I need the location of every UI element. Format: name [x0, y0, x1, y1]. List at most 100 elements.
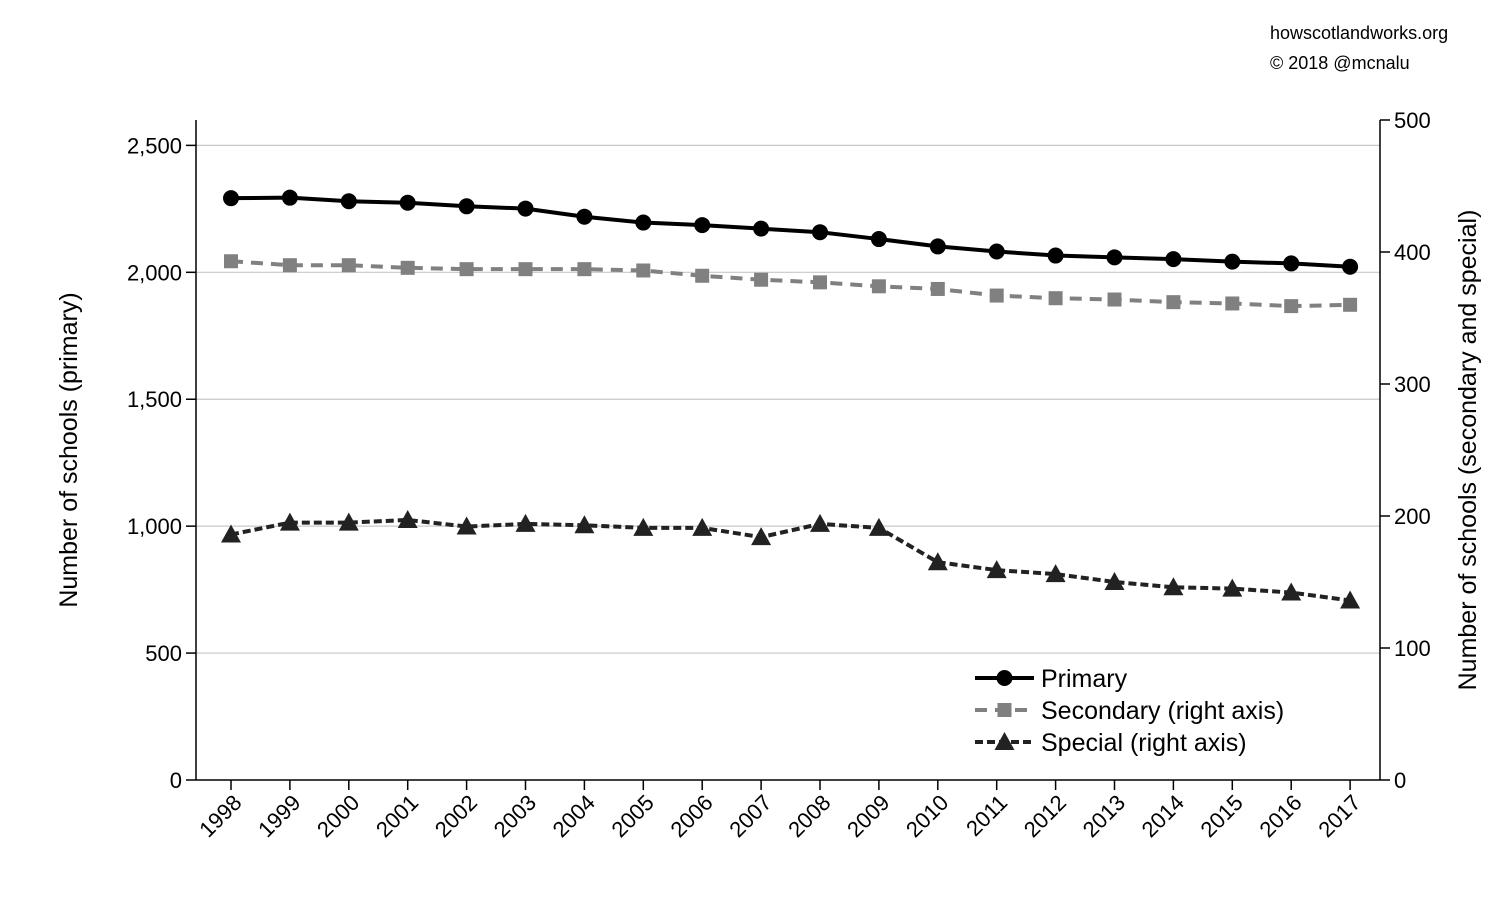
x-tick-label: 2004 [548, 790, 600, 842]
x-tick-label: 2003 [489, 790, 541, 842]
data-point [458, 198, 475, 215]
right-tick-label: 200 [1394, 504, 1431, 529]
x-tick-label: 2006 [665, 790, 717, 842]
series-triangle [221, 509, 1361, 609]
data-point [1163, 577, 1184, 596]
data-point [515, 513, 536, 532]
data-point [282, 258, 297, 273]
data-point [281, 189, 298, 206]
data-point [635, 214, 652, 231]
x-tick-label: 2011 [961, 790, 1012, 841]
legend-marker [997, 703, 1012, 717]
x-tick-label: 2005 [607, 790, 659, 842]
data-point [871, 279, 886, 294]
x-tick-label: 1999 [253, 790, 305, 842]
data-point [517, 200, 534, 217]
data-point [279, 512, 300, 531]
x-tick-label: 2015 [1196, 790, 1248, 842]
x-tick-label: 1998 [194, 790, 246, 842]
series-line [230, 517, 1351, 603]
data-point [338, 512, 359, 531]
x-tick-label: 2009 [842, 790, 894, 842]
right-axis-ticks: 0 100 200 300 400 500 [1380, 108, 1431, 793]
x-tick-label: 2002 [430, 790, 482, 842]
gridlines [196, 144, 1380, 654]
data-point [810, 513, 830, 532]
data-point [576, 208, 593, 225]
left-tick-label: 1,500 [127, 387, 182, 412]
x-tick-label: 2017 [1313, 790, 1365, 842]
data-point [1048, 291, 1063, 306]
data-point [927, 552, 948, 571]
legend-item: Special (right axis) [975, 729, 1247, 757]
x-tick-label: 2016 [1254, 790, 1306, 842]
right-tick-label: 300 [1394, 372, 1431, 397]
data-point [1224, 253, 1241, 270]
series-circle [223, 189, 1359, 275]
legend-marker [996, 670, 1013, 686]
right-axis-title: Number of schools (secondary and special… [1454, 210, 1482, 691]
data-point [223, 190, 239, 207]
legend-marker [994, 732, 1015, 750]
data-point [456, 516, 477, 535]
data-point [868, 517, 889, 536]
data-point [340, 193, 357, 210]
data-point [574, 515, 595, 534]
data-point [1222, 578, 1243, 597]
data-point [695, 268, 710, 283]
data-point [1045, 564, 1066, 583]
data-point [518, 262, 533, 277]
series-square [224, 254, 1358, 314]
x-tick-label: 2008 [783, 790, 835, 842]
x-axis-ticks: 1998 1999 2000 2001 2002 2003 2004 2005 2006 2007… [194, 780, 1366, 842]
series-line [230, 259, 1351, 309]
data-point [577, 262, 592, 277]
data-point [397, 509, 418, 528]
left-tick-label: 500 [145, 641, 182, 666]
right-tick-label: 400 [1394, 240, 1431, 265]
left-tick-label: 2,500 [127, 133, 182, 158]
legend-label: Special (right axis) [1041, 729, 1247, 757]
credit-copyright: © 2018 @mcnalu [1270, 53, 1410, 73]
data-point [986, 560, 1007, 579]
data-point [1281, 582, 1302, 601]
data-point [988, 243, 1005, 260]
x-tick-label: 2007 [724, 790, 776, 842]
data-point [224, 254, 238, 269]
data-point [751, 527, 772, 546]
x-tick-label: 2000 [312, 790, 364, 842]
series-layer [221, 189, 1361, 609]
x-tick-label: 2013 [1078, 790, 1130, 842]
data-point [1107, 292, 1122, 307]
data-point [1165, 251, 1182, 268]
data-point [1340, 590, 1361, 609]
data-point [929, 238, 946, 255]
data-point [1342, 258, 1359, 275]
data-point [636, 263, 651, 278]
credit-site: howscotlandworks.org [1270, 23, 1448, 43]
data-point [694, 217, 711, 234]
legend-label: Primary [1041, 665, 1128, 693]
data-point [813, 275, 827, 290]
data-point [1166, 295, 1181, 310]
axes [195, 120, 1381, 781]
data-point [341, 258, 356, 273]
data-point [1283, 255, 1300, 272]
data-point [1343, 297, 1358, 312]
right-tick-label: 500 [1394, 108, 1431, 133]
data-point [870, 231, 887, 248]
data-point [400, 260, 415, 275]
left-axis-ticks: 0 500 1,000 1,500 2,000 2,500 [127, 133, 196, 793]
right-tick-label: 100 [1394, 636, 1431, 661]
data-point [754, 272, 769, 287]
data-point [1104, 572, 1125, 590]
legend-label: Secondary (right axis) [1041, 697, 1284, 725]
data-point [692, 517, 713, 536]
left-tick-label: 1,000 [127, 514, 182, 539]
data-point [459, 262, 474, 277]
left-axis-title: Number of schools (primary) [55, 292, 83, 607]
data-point [633, 517, 654, 536]
x-tick-label: 2001 [371, 790, 423, 842]
data-point [1284, 299, 1299, 314]
